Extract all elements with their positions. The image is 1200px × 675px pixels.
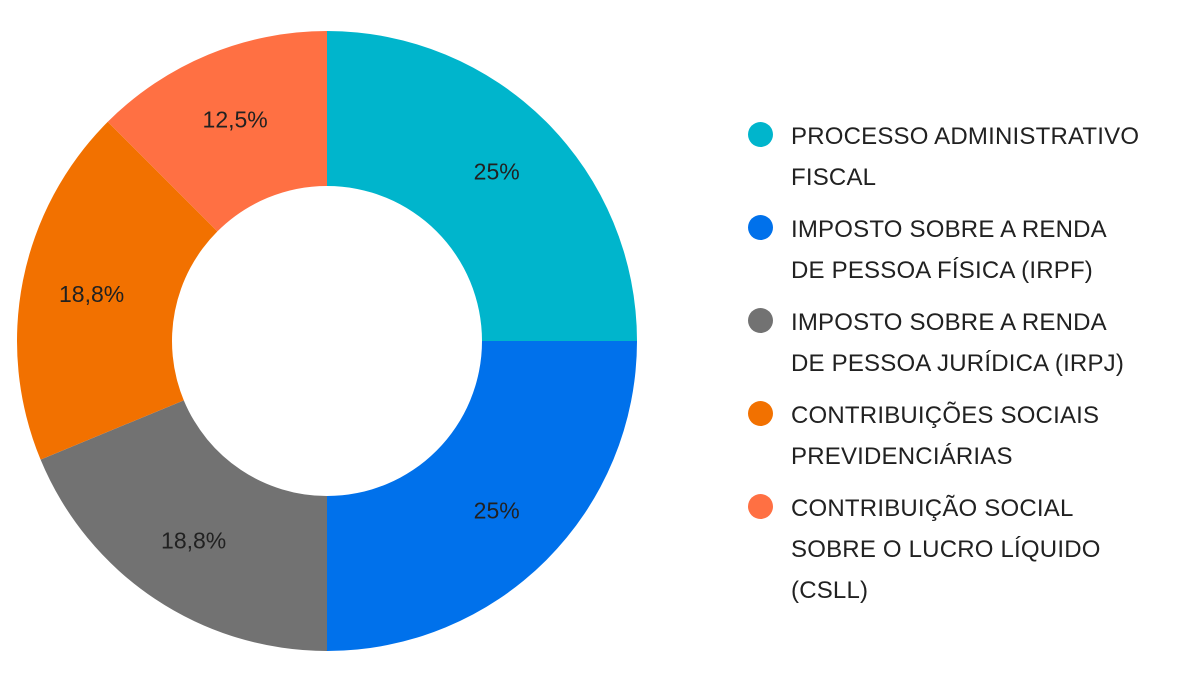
slice-value-label-3: 18,8%	[161, 528, 226, 554]
donut-slices	[16, 31, 637, 651]
donut-slice-1	[327, 31, 637, 341]
legend-swatch-4	[748, 401, 773, 426]
chart-legend: PROCESSO ADMINISTRATIVO FISCAL IMPOSTO SO…	[748, 116, 1188, 622]
slice-value-label-2: 25%	[474, 498, 520, 524]
legend-label-2: IMPOSTO SOBRE A RENDA DE PESSOA FÍSICA (…	[791, 216, 1107, 284]
legend-label-3: IMPOSTO SOBRE A RENDA DE PESSOA JURÍDICA…	[791, 309, 1125, 377]
legend-label-1: PROCESSO ADMINISTRATIVO FISCAL	[791, 123, 1140, 191]
legend-swatch-3	[748, 308, 773, 333]
slice-value-label-1: 25%	[474, 158, 520, 184]
donut-chart: 25% 25% 18,8% 18,8% 12,5%	[16, 31, 637, 651]
donut-slice-2	[327, 341, 637, 651]
donut-slice-3	[40, 400, 327, 651]
legend-swatch-1	[748, 122, 773, 147]
legend-item-3: IMPOSTO SOBRE A RENDA DE PESSOA JURÍDICA…	[748, 302, 1188, 384]
donut-slice-labels: 25% 25% 18,8% 18,8% 12,5%	[59, 106, 520, 553]
donut-slice-4	[16, 121, 218, 460]
legend-label-4: CONTRIBUIÇÕES SOCIAIS PREVIDENCIÁRIAS	[791, 402, 1100, 470]
slice-value-label-5: 12,5%	[203, 106, 268, 132]
legend-item-5: CONTRIBUIÇÃO SOCIAL SOBRE O LUCRO LÍQUID…	[748, 488, 1188, 611]
legend-swatch-2	[748, 215, 773, 240]
donut-slice-5	[107, 31, 327, 232]
legend-item-1: PROCESSO ADMINISTRATIVO FISCAL	[748, 116, 1188, 198]
legend-item-2: IMPOSTO SOBRE A RENDA DE PESSOA FÍSICA (…	[748, 209, 1188, 291]
slice-value-label-4: 18,8%	[59, 281, 124, 307]
legend-swatch-5	[748, 494, 773, 519]
legend-item-4: CONTRIBUIÇÕES SOCIAIS PREVIDENCIÁRIAS	[748, 395, 1188, 477]
legend-label-5: CONTRIBUIÇÃO SOCIAL SOBRE O LUCRO LÍQUID…	[791, 495, 1101, 604]
